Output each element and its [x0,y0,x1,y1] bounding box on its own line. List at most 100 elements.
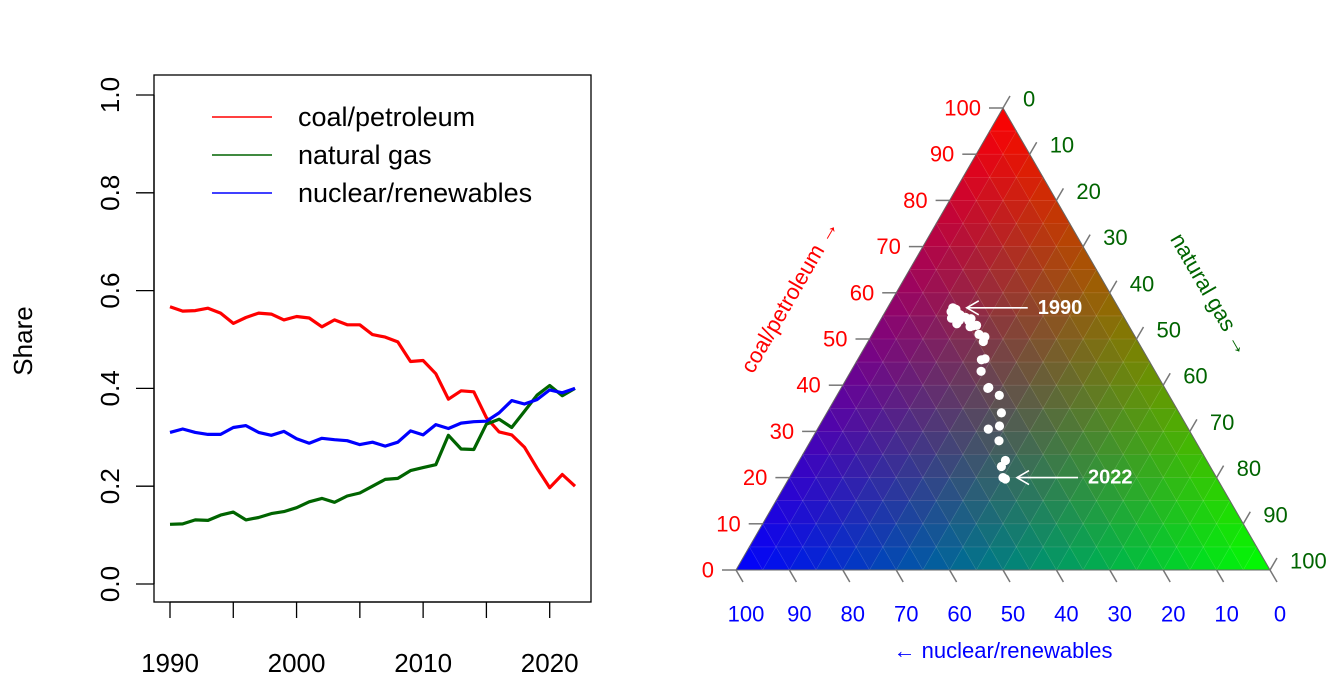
annotation-label: 2022 [1088,467,1133,489]
ternary-grid-line [789,477,844,571]
ternary-grid-line [1002,338,1137,571]
gas-tick [1082,234,1091,247]
y-tick-label: 0.0 [95,566,125,602]
ternary-grid-line [1243,546,1257,571]
nuclear-tick-label: 50 [1001,602,1025,627]
gas-tick [1162,372,1171,386]
ternary-point [994,436,1004,446]
gas-tick-label: 30 [1103,225,1127,250]
nuclear-tick [842,569,851,583]
gas-tick [1189,419,1198,432]
nuclear-tick [1109,569,1118,583]
ternary-grid-line [829,408,924,571]
nuclear-tick [1162,569,1171,583]
nuclear-tick-label: 20 [1161,602,1185,627]
coal-tick-label: 90 [930,142,954,167]
x-tick-label: 2000 [268,648,326,678]
nuclear-tick [1269,569,1278,583]
gas-tick [1242,511,1251,525]
ternary-point [996,408,1007,418]
annotation-arrow-head [965,300,980,316]
ternary-grid-line [842,200,1057,571]
coal-tick-label: 70 [876,234,900,259]
x-tick-label: 2020 [521,648,579,678]
gas-tick-label: 50 [1157,318,1181,343]
ternary-annotations: 1990 2022 [965,297,1133,489]
y-tick-label: 0.2 [95,468,125,504]
ternary-grid-line [869,338,1004,571]
nuclear-tick [1002,569,1011,583]
coal-tick-label: 80 [903,188,927,213]
legend-label: coal/petroleum [298,102,475,132]
ternary-grid-line [976,315,1124,571]
legend-label: natural gas [298,140,432,170]
ternary-point [972,320,982,330]
nuclear-tick [1055,569,1065,583]
x-tick-label: 1990 [141,648,199,678]
nuclear-axis-label: ← nuclear/renewables [894,638,1113,663]
gas-tick-label: 0 [1023,87,1035,112]
nuclear-tick-label: 0 [1274,602,1286,627]
nuclear-tick [895,569,904,583]
nuclear-tick-label: 60 [947,602,971,627]
ternary-point [980,354,990,364]
y-tick-label: 1.0 [95,77,125,113]
ternary-grid-line [909,269,1084,571]
ternary-grid-line [762,523,790,571]
ternary-point [996,461,1007,472]
nuclear-tick [788,569,798,583]
y-axis-label: Share [8,306,38,375]
ternary-point [998,473,1008,483]
mesh-cell [989,107,1017,132]
ternary-grid-line [842,385,950,571]
nuclear-tick-label: 30 [1108,602,1132,627]
ternary-point [994,421,1005,431]
ternary-grid-line [1109,431,1191,571]
ternary-grid-line [1162,477,1217,571]
ternary-grid-line [895,292,1057,571]
ternary-grid-line [1216,523,1244,571]
ternary-grid-line [922,269,1097,571]
ternary-grid-line [989,130,1244,571]
series-line-natural-gas [169,383,576,526]
ternary-grid-line [855,361,977,571]
ternary-color-fill [735,107,1271,571]
coal-axis-label: coal/petroleum → [736,215,844,377]
ternary-grid-line [949,200,1164,571]
coal-tick-label: 0 [702,558,714,583]
nuclear-tick-label: 100 [728,602,765,627]
ternary-points [946,303,1011,484]
gas-tick-label: 90 [1263,502,1287,527]
gas-tick-label: 60 [1183,364,1207,389]
gas-tick-label: 70 [1210,410,1234,435]
ternary-point [994,390,1004,400]
annotation-arrow-head [1015,469,1030,486]
ternary-point [978,336,988,347]
nuclear-tick-label: 80 [841,602,865,627]
ternary-grid-line [922,246,1111,571]
x-axis: 1990 2000 2010 2020 [141,601,579,678]
ternary-grid-line [775,500,817,571]
ternary-grid-line [749,546,763,571]
series-lines [169,305,577,526]
nuclear-tick-label: 90 [787,602,811,627]
ternary-grid-line [1056,385,1164,571]
line-chart: 0.0 0.2 0.4 0.6 0.8 1.0 1990 2000 2010 2020 Shar… [8,74,592,678]
series-line-nuclear-renewables [169,386,576,448]
ternary-grid-line [976,154,1217,571]
nuclear-tick [735,569,744,583]
annotation-label: 1990 [1038,297,1083,319]
ternary-grid-line [802,454,870,571]
coal-tick-label: 60 [850,280,874,305]
x-tick-label: 2010 [394,648,452,678]
legend-label: nuclear/renewables [298,178,532,208]
coal-tick-label: 10 [716,511,740,536]
ternary-grid-line [815,177,1044,571]
gas-tick [1269,557,1278,571]
gas-tick [1002,95,1011,109]
ternary-grid-line [895,246,1084,571]
nuclear-tick-label: 10 [1214,602,1238,627]
